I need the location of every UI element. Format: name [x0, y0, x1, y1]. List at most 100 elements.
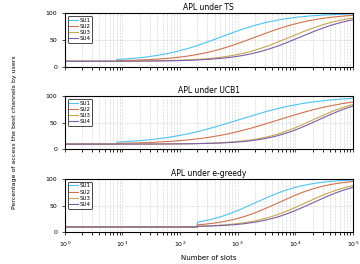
Line: SU1: SU1	[65, 14, 353, 61]
SU2	[203, 51, 207, 55]
SU4	[289, 39, 294, 42]
SU1	[342, 179, 346, 182]
SU3	[195, 142, 199, 145]
SU3	[77, 60, 82, 63]
SU1	[342, 13, 346, 16]
X-axis label: Number of slots: Number of slots	[181, 255, 237, 261]
SU2	[289, 195, 294, 198]
SU1	[351, 97, 355, 100]
SU2	[342, 15, 346, 18]
Title: APL under UCB1: APL under UCB1	[178, 86, 240, 95]
SU2	[203, 136, 207, 139]
Line: SU2: SU2	[65, 102, 353, 144]
SU1	[195, 44, 199, 47]
SU2	[77, 225, 82, 229]
SU4	[77, 225, 82, 229]
SU2	[195, 225, 199, 229]
SU4	[77, 143, 82, 146]
SU1	[77, 60, 82, 63]
SU2	[195, 53, 199, 56]
SU2	[351, 180, 355, 183]
Text: Percentage of access the best channels by users: Percentage of access the best channels b…	[12, 55, 17, 209]
SU3	[63, 143, 67, 146]
Line: SU4: SU4	[65, 187, 353, 227]
SU2	[77, 60, 82, 63]
SU2	[63, 225, 67, 229]
SU3	[351, 16, 355, 20]
SU2	[63, 60, 67, 63]
Line: SU1: SU1	[65, 98, 353, 144]
SU1	[289, 187, 294, 190]
SU4	[63, 225, 67, 229]
SU3	[203, 224, 207, 228]
SU4	[351, 18, 355, 21]
SU3	[63, 225, 67, 229]
SU1	[77, 143, 82, 146]
SU2	[351, 14, 355, 17]
SU2	[195, 137, 199, 140]
SU3	[351, 103, 355, 106]
SU2	[351, 100, 355, 103]
SU3	[351, 184, 355, 187]
Line: SU3: SU3	[65, 18, 353, 61]
SU4	[203, 142, 207, 145]
SU4	[342, 107, 347, 111]
SU4	[342, 20, 346, 23]
SU1	[203, 128, 207, 131]
SU2	[63, 143, 67, 146]
SU3	[195, 58, 199, 61]
SU4	[195, 225, 199, 229]
SU1	[342, 97, 347, 100]
SU2	[203, 223, 207, 226]
SU1	[342, 13, 347, 16]
SU4	[351, 105, 355, 108]
Title: APL under TS: APL under TS	[184, 3, 234, 12]
SU1	[342, 97, 346, 100]
SU4	[203, 225, 207, 228]
SU3	[342, 106, 346, 109]
SU1	[203, 41, 207, 45]
Legend: SU1, SU2, SU3, SU4: SU1, SU2, SU3, SU4	[68, 99, 93, 126]
SU1	[342, 179, 347, 182]
SU1	[289, 104, 294, 107]
SU3	[342, 18, 346, 21]
SU2	[342, 181, 347, 184]
SU2	[342, 14, 347, 17]
SU3	[203, 57, 207, 60]
SU2	[342, 181, 346, 184]
Line: SU2: SU2	[65, 15, 353, 61]
SU4	[342, 188, 346, 191]
SU1	[63, 225, 67, 229]
SU4	[289, 210, 294, 214]
SU2	[342, 102, 347, 105]
SU3	[289, 208, 294, 211]
SU1	[289, 16, 294, 20]
SU2	[77, 143, 82, 146]
SU3	[63, 60, 67, 63]
SU3	[342, 186, 346, 189]
SU4	[195, 142, 199, 145]
SU3	[342, 18, 347, 21]
SU1	[203, 219, 207, 222]
Legend: SU1, SU2, SU3, SU4: SU1, SU2, SU3, SU4	[68, 16, 93, 43]
SU3	[203, 142, 207, 145]
SU3	[77, 143, 82, 146]
Line: SU4: SU4	[65, 106, 353, 144]
SU3	[289, 128, 294, 131]
SU3	[342, 186, 347, 189]
SU1	[351, 12, 355, 16]
SU4	[77, 60, 82, 63]
SU3	[195, 225, 199, 229]
SU4	[195, 58, 199, 62]
SU2	[342, 102, 346, 105]
SU4	[342, 107, 346, 111]
SU4	[63, 60, 67, 63]
Legend: SU1, SU2, SU3, SU4: SU1, SU2, SU3, SU4	[68, 182, 93, 209]
SU4	[203, 58, 207, 61]
Line: SU1: SU1	[65, 180, 353, 227]
SU1	[77, 225, 82, 229]
Title: APL under e-greedy: APL under e-greedy	[171, 169, 247, 178]
SU1	[63, 143, 67, 146]
SU3	[289, 35, 294, 38]
SU4	[63, 143, 67, 146]
